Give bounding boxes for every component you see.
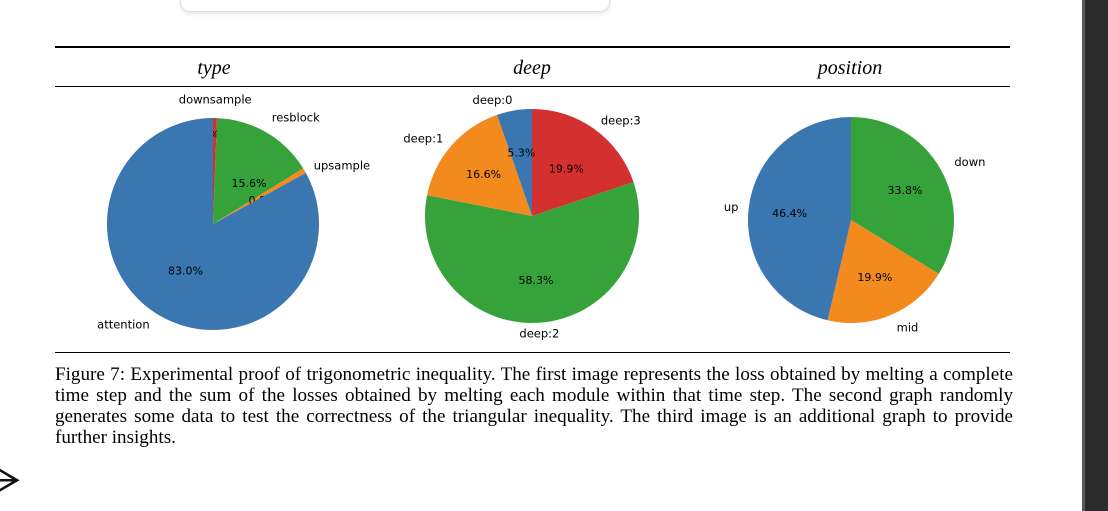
pie-category-label-type-1: resblock [272,110,320,124]
column-header-deep: deep [513,57,551,79]
pie-slice-deep-1 [425,182,639,324]
pie-category-label-deep-1: deep:2 [519,326,559,340]
pie-category-label-type-3: attention [97,317,149,331]
pie-category-label-position-2: up [724,200,739,214]
pie-category-label-position-0: down [954,155,985,169]
pie-slice-type-3 [107,118,319,330]
pie-pct-label-deep-0: 19.9% [549,162,584,175]
pie-category-label-deep-0: deep:3 [601,114,641,128]
pie-slice-position-1 [827,220,939,323]
table-header-rule [55,86,1010,87]
pie-slice-position-0 [851,117,954,274]
pie-category-label-deep-3: deep:0 [473,93,513,107]
pie-pct-label-deep-2: 16.6% [466,168,501,181]
pie-slice-type-0 [213,118,217,224]
pie-pct-label-position-1: 19.9% [857,271,892,284]
column-header-type: type [197,57,231,79]
pie-category-label-type-2: upsample [314,158,370,172]
pie-slice-type-1 [213,118,304,224]
table-top-rule [55,46,1010,48]
pie-slice-position-2 [748,117,851,321]
pie-slice-type-2 [213,168,306,224]
pie-pct-label-position-0: 33.8% [887,184,922,197]
pie-pct-label-type-3: 83.0% [168,265,203,278]
partial-side-icon: ᗒ [0,462,22,500]
pie-slice-deep-2 [427,114,532,216]
figure-caption: Figure 7: Experimental proof of trigonom… [55,364,1013,448]
pie-pct-label-position-2: 46.4% [772,207,807,220]
pie-slice-deep-3 [497,109,532,216]
pie-slice-deep-0 [532,109,634,216]
table-bottom-rule [55,352,1010,353]
pie-pct-label-type-1: 15.6% [232,177,267,190]
pie-pct-label-deep-3: 5.3% [507,147,535,160]
pie-charts: 0.6%downsample15.6%resblock0.8%upsample8… [97,92,985,340]
pie-category-label-deep-2: deep:1 [403,132,443,146]
column-header-position: position [817,57,883,79]
pie-pct-label-deep-1: 58.3% [519,274,554,287]
pie-category-label-position-1: mid [897,320,919,334]
pie-category-label-type-0: downsample [179,92,252,106]
window-edge [1082,0,1108,511]
